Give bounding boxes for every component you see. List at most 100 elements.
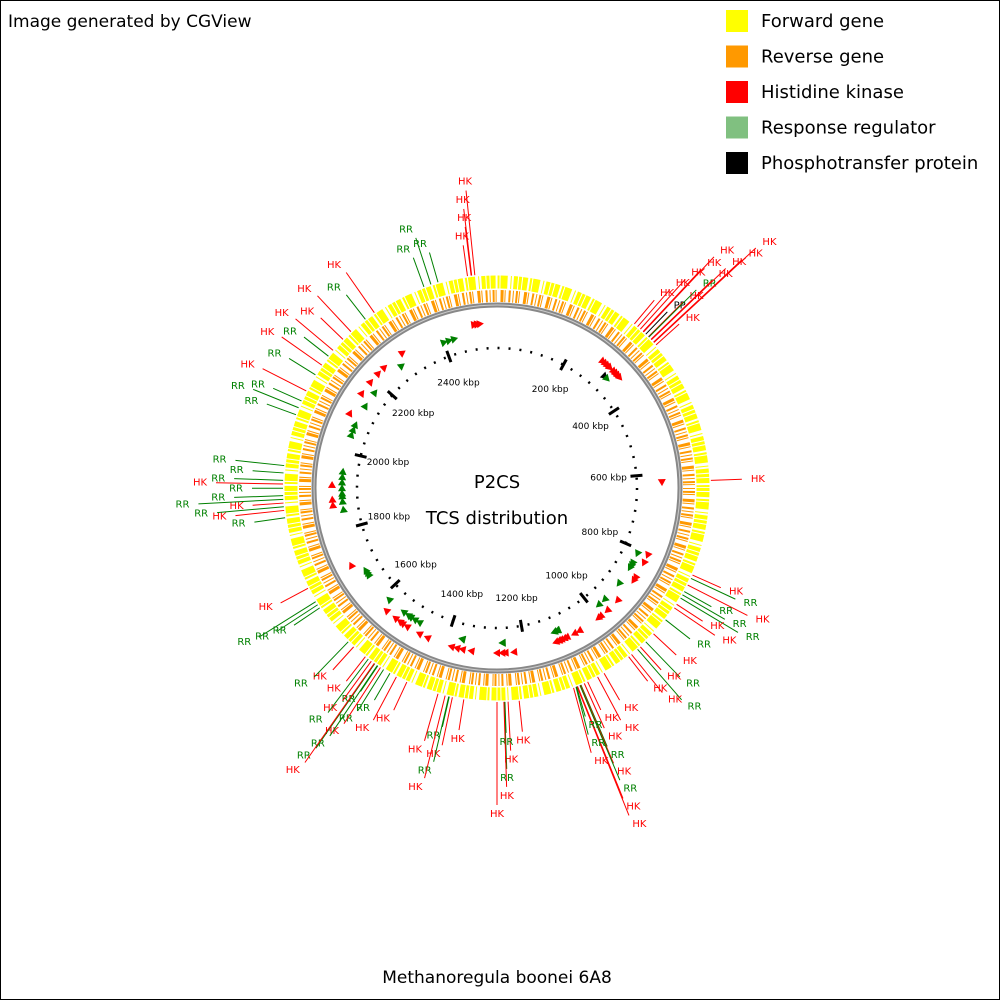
feature-label: HK <box>683 656 698 667</box>
feature-marker <box>631 575 639 584</box>
leader-line <box>587 681 602 711</box>
feature-marker <box>383 607 392 616</box>
feature-label: HK <box>455 231 470 242</box>
feature-marker <box>329 501 338 509</box>
feature-label: HK <box>457 213 472 224</box>
leader-line <box>463 208 473 276</box>
feature-label: RR <box>356 703 370 714</box>
leader-line <box>645 311 668 335</box>
feature-label: HK <box>755 615 770 626</box>
feature-label: RR <box>697 639 711 650</box>
feature-marker <box>356 389 365 398</box>
legend-label: Histidine kinase <box>761 82 904 103</box>
legend-label: Response regulator <box>761 118 936 139</box>
feature-marker <box>369 389 378 398</box>
leader-line <box>676 603 703 622</box>
feature-label: HK <box>749 248 764 259</box>
feature-label: HK <box>504 755 519 766</box>
leader-line <box>441 697 453 746</box>
tick-mark <box>445 350 453 363</box>
leader-line <box>357 669 385 712</box>
feature-label: RR <box>268 349 282 360</box>
leader-line <box>628 656 649 682</box>
legend-swatch <box>726 81 748 103</box>
tick-mark <box>579 592 589 604</box>
feature-label: HK <box>624 703 639 714</box>
leader-line <box>637 289 671 327</box>
tick-label: 2200 kbp <box>392 409 435 419</box>
feature-marker <box>458 646 467 654</box>
leader-line <box>424 695 446 779</box>
leader-line <box>650 280 713 340</box>
leader-line <box>603 673 621 701</box>
feature-marker <box>614 372 623 381</box>
feature-marker <box>657 478 666 487</box>
feature-label: RR <box>396 244 410 255</box>
feature-marker <box>405 612 414 621</box>
feature-label: HK <box>230 501 245 512</box>
leader-line <box>288 357 316 376</box>
leader-line <box>575 686 589 735</box>
leader-line <box>281 336 323 366</box>
leader-line <box>345 272 375 313</box>
feature-marker <box>373 370 382 379</box>
feature-label: RR <box>294 679 308 690</box>
feature-label: HK <box>408 782 423 793</box>
leader-line <box>235 509 285 517</box>
feature-label: HK <box>676 278 691 289</box>
leader-line <box>266 403 297 416</box>
feature-label: HK <box>286 765 301 776</box>
feature-label: HK <box>720 245 735 256</box>
feature-marker <box>498 648 506 657</box>
feature-label: HK <box>625 723 640 734</box>
feature-marker <box>337 478 346 486</box>
feature-marker <box>576 625 585 633</box>
leader-line <box>639 279 686 330</box>
tick-label: 200 kbp <box>532 385 569 395</box>
leader-line <box>428 252 439 283</box>
tick-label: 1600 kbp <box>394 560 437 570</box>
ticks: 200 kbp 400 kbp 600 kbp 800 kbp 1000 kbp 1200… <box>354 350 643 633</box>
leader-line <box>253 388 299 409</box>
feature-marker <box>346 431 355 440</box>
leader-line <box>234 495 284 498</box>
feature-label: HK <box>729 586 744 597</box>
leader-line <box>648 301 684 338</box>
leader-line <box>234 478 284 481</box>
leader-line <box>293 607 320 626</box>
leader-line <box>648 289 697 338</box>
leader-line <box>710 478 742 481</box>
feature-label: RR <box>413 239 427 250</box>
tick-mark <box>619 539 632 548</box>
feature-label: RR <box>273 625 287 636</box>
feature-marker <box>396 619 405 627</box>
leader-line <box>674 607 716 636</box>
leader-line <box>633 299 655 325</box>
feature-marker <box>604 605 613 614</box>
feature-marker <box>552 637 561 645</box>
leader-line <box>258 601 316 638</box>
feature-marker <box>450 335 459 344</box>
feature-label: RR <box>399 224 413 235</box>
legend: Forward gene Reverse gene Histidine kinase… <box>726 10 978 174</box>
feature-label: HK <box>594 756 609 767</box>
feature-label: HK <box>490 809 505 820</box>
feature-label: RR <box>733 619 747 630</box>
leader-line <box>645 641 681 678</box>
feature-label: RR <box>426 731 440 742</box>
leader-line <box>424 693 439 741</box>
tick-label: 600 kbp <box>590 474 627 484</box>
feature-label: RR <box>589 720 603 731</box>
footer: Methanoregula boonei 6A8 <box>382 968 612 988</box>
leader-line <box>692 574 722 589</box>
feature-label: RR <box>309 715 323 726</box>
feature-label: HK <box>668 695 683 706</box>
feature-marker <box>386 596 395 605</box>
feature-label: HK <box>241 360 256 371</box>
leader-line <box>262 368 307 392</box>
feature-label: RR <box>232 518 246 529</box>
feature-marker <box>328 495 337 503</box>
feature-marker <box>627 563 635 572</box>
feature-label: HK <box>667 672 682 683</box>
leader-line <box>507 701 512 751</box>
